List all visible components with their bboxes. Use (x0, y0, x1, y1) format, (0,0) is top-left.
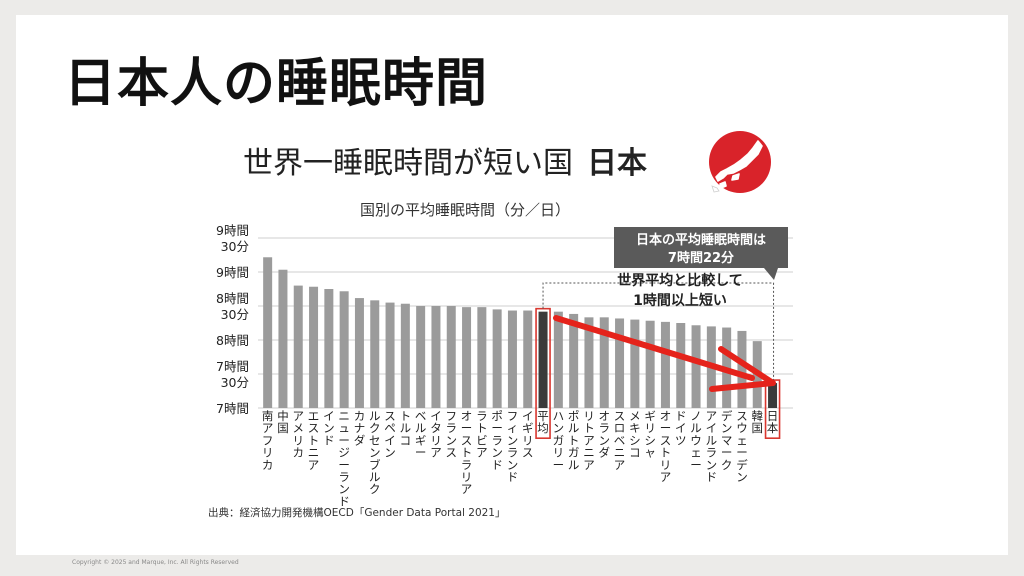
bar (507, 310, 517, 408)
bar (339, 291, 349, 408)
bar (385, 302, 395, 408)
x-tick-label: ポルトガル (568, 409, 580, 472)
x-tick-label: ハンガリー (553, 409, 565, 472)
x-tick-label: ベルギー (415, 409, 427, 460)
x-tick-label: ギリシャ (644, 409, 656, 460)
x-tick-label: オーストリア (660, 409, 672, 484)
bar (584, 317, 594, 408)
callout-line2: 7時間22分 (668, 250, 734, 266)
x-tick-label: ノルウェー (690, 409, 702, 472)
bar (492, 309, 502, 408)
x-tick-label: ドイツ (675, 409, 687, 447)
bar (370, 300, 380, 408)
x-tick-label: カナダ (354, 409, 366, 447)
bar (462, 307, 472, 408)
comparison-bracket (542, 282, 775, 381)
x-tick-label: メキシコ (629, 409, 641, 460)
x-tick-label: ラトビア (476, 409, 488, 460)
source-note: 出典：経済協力開発機構OECD「Gender Data Portal 2021」 (208, 507, 506, 519)
subtitle-text: 世界一睡眠時間が短い国 (243, 146, 573, 181)
y-tick-label: 8時間 (216, 291, 249, 306)
comparison-annotation-line1: 世界平均と比較して (617, 272, 743, 289)
comparison-annotation-line2: 1時間以上短い (633, 292, 727, 309)
x-tick-label: トルコ (400, 409, 412, 447)
x-tick-label: フィンランド (507, 409, 519, 484)
x-tick-label: オランダ (599, 409, 611, 460)
bar (599, 317, 609, 408)
chart-title: 国別の平均睡眠時間（分／日） (360, 201, 571, 219)
bar (263, 257, 273, 408)
bar (553, 311, 563, 408)
x-tick-label: オーストラリア (461, 409, 473, 496)
y-tick-label: 8時間 (216, 333, 249, 348)
x-tick-label: スウェーデン (736, 409, 748, 484)
x-tick-label: 日本 (767, 409, 779, 435)
x-tick-label: フランス (446, 409, 458, 460)
y-tick-label: 7時間 (216, 359, 249, 374)
y-tick-label: 9時間 (216, 265, 249, 280)
comparison-arrow (553, 315, 755, 381)
x-tick-label: スロベニア (614, 409, 626, 472)
bar (416, 306, 426, 408)
copyright-text: Copyright © 2025 and Marque, Inc. All Ri… (72, 559, 239, 566)
x-tick-label: インド (323, 409, 335, 447)
bar (278, 269, 288, 408)
x-tick-label: アイルランド (706, 409, 718, 484)
x-tick-label: ルクセンブルク (369, 409, 381, 496)
bar (676, 323, 686, 408)
subtitle-bold-text: 日本 (587, 146, 647, 181)
bar (569, 313, 579, 408)
x-tick-label: ニュージーランド (338, 409, 350, 508)
bar (737, 330, 747, 408)
comparison-arrow-head (709, 346, 776, 392)
x-tick-label: リトアニア (583, 409, 595, 472)
bar (538, 311, 548, 408)
bar (630, 319, 640, 408)
x-tick-label: 韓国 (752, 409, 764, 435)
x-tick-label: 中国 (277, 409, 289, 435)
bar (324, 289, 334, 408)
bar (691, 325, 701, 408)
x-tick-label: エストニア (308, 409, 320, 472)
x-tick-label: 南アフリカ (262, 409, 274, 472)
y-tick-label: 7時間 (216, 401, 249, 416)
bar (354, 298, 364, 408)
x-tick-label: 平均 (537, 409, 549, 435)
page-title: 日本人の睡眠時間 (64, 54, 489, 114)
bar (400, 303, 410, 408)
bar (309, 286, 319, 408)
callout-box (614, 227, 788, 268)
bar (523, 310, 533, 408)
x-tick-label: ポーランド (491, 409, 503, 472)
bar (660, 321, 670, 408)
x-tick-label: イタリア (430, 409, 442, 460)
y-tick-label: 30分 (221, 375, 249, 390)
x-tick-label: デンマーク (721, 409, 733, 472)
bar (645, 320, 655, 408)
subtitle: 世界一睡眠時間が短い国 日本 (243, 144, 647, 184)
y-tick-label: 30分 (221, 239, 249, 254)
japan-map-flag-icon (706, 126, 782, 198)
bar (615, 318, 625, 408)
callout-pointer (764, 268, 778, 280)
y-tick-label: 9時間 (216, 223, 249, 238)
bar (768, 383, 778, 408)
callout-line1: 日本の平均睡眠時間は (636, 232, 766, 248)
x-tick-label: スペイン (384, 409, 396, 460)
bar (477, 307, 487, 408)
slide-background (16, 15, 1008, 555)
bar (431, 306, 441, 408)
x-tick-label: イギリス (522, 409, 534, 460)
bar (293, 285, 303, 408)
x-tick-label: アメリカ (293, 409, 305, 460)
bar (446, 306, 456, 408)
y-tick-label: 30分 (221, 307, 249, 322)
